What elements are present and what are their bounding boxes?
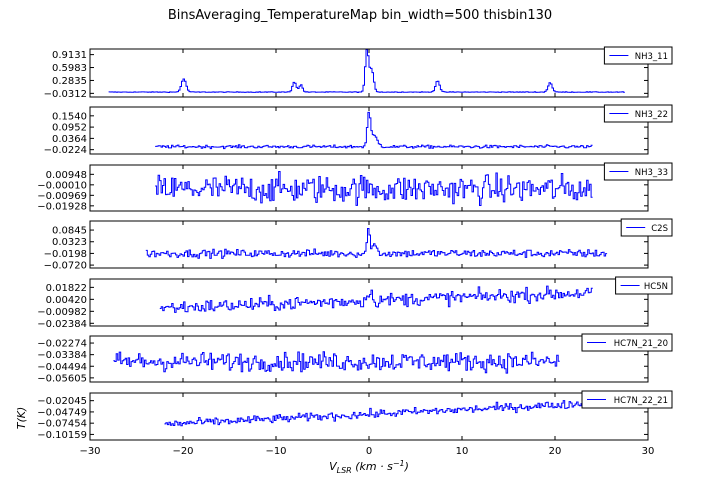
- y-tick-label: 0.0952: [52, 123, 87, 134]
- series-line-HC7N_22_21: [164, 400, 584, 427]
- y-tick-label: −0.02274: [37, 339, 87, 350]
- x-axis-label-exp: −1: [393, 459, 405, 468]
- legend-label: HC7N_21_20: [614, 339, 668, 349]
- y-tick-label: −0.00982: [37, 307, 87, 318]
- legend-label: NH3_33: [635, 168, 668, 178]
- legend-box: [581, 333, 673, 352]
- x-tick-label: 30: [642, 446, 655, 457]
- y-tick-label: −0.04494: [37, 362, 87, 373]
- x-axis-label-sub: LSR: [337, 466, 352, 475]
- y-tick-label: −0.10159: [37, 430, 87, 441]
- legend-label: HC5N: [644, 282, 668, 292]
- y-tick-label: −0.00010: [37, 180, 87, 191]
- x-tick-label: 20: [549, 446, 562, 457]
- panels: 0.91310.59830.2835−0.0312NH3_110.15400.0…: [37, 46, 673, 457]
- y-tick-label: −0.0224: [44, 145, 87, 156]
- y-tick-label: −0.02045: [37, 396, 87, 407]
- x-tick-label: −10: [265, 446, 286, 457]
- y-tick-label: 0.9131: [52, 50, 87, 61]
- y-tick-label: 0.2835: [52, 76, 87, 87]
- y-tick-label: −0.03384: [37, 350, 87, 361]
- x-axis-label-close: ): [404, 460, 409, 473]
- y-tick-label: −0.01928: [37, 201, 87, 212]
- series-line-NH3_22: [155, 111, 593, 150]
- x-tick-label: −20: [172, 446, 193, 457]
- y-tick-label: −0.00969: [37, 191, 87, 202]
- y-tick-label: 0.0323: [52, 237, 87, 248]
- legend-label: NH3_22: [635, 110, 668, 120]
- legend-box: [581, 390, 673, 409]
- y-tick-label: 0.00948: [46, 170, 87, 181]
- x-tick-label: 10: [456, 446, 469, 457]
- y-tick-label: 0.00420: [46, 295, 87, 306]
- series-line-HC5N: [159, 285, 593, 313]
- legend-label: C2S: [651, 224, 668, 234]
- y-tick-label: −0.0198: [44, 249, 87, 260]
- x-tick-label: −30: [79, 446, 100, 457]
- legend-box: [603, 46, 673, 65]
- y-tick-label: −0.02384: [37, 319, 87, 330]
- legend-label: HC7N_22_21: [614, 396, 668, 406]
- legend-box: [620, 218, 673, 237]
- axes-frame: [89, 335, 649, 383]
- panel-NH3_33: 0.00948−0.00010−0.00969−0.01928 NH3_33: [37, 162, 673, 212]
- y-tick-label: −0.05605: [37, 373, 87, 384]
- y-tick-label: 0.1540: [52, 111, 87, 122]
- y-tick-label: −0.0720: [44, 261, 87, 272]
- legend-box: [615, 276, 673, 295]
- panel-HC7N_21_20: −0.02274−0.03384−0.04494−0.05605 HC7N_21_…: [37, 333, 673, 384]
- y-tick-label: 0.0845: [52, 226, 87, 237]
- series-line-HC7N_21_20: [113, 351, 560, 374]
- chart-title: BinsAveraging_TemperatureMap bin_width=5…: [167, 8, 553, 23]
- y-tick-label: 0.01822: [46, 283, 87, 294]
- x-axis-label-units: (km · s: [352, 460, 393, 473]
- x-axis-label: VLSR (km · s−1): [329, 459, 409, 475]
- legend-label: NH3_11: [635, 52, 668, 62]
- y-tick-label: −0.07454: [37, 419, 87, 430]
- y-tick-label: 0.5983: [52, 63, 87, 74]
- y-tick-label: −0.04749: [37, 407, 87, 418]
- y-tick-label: 0.0364: [52, 134, 87, 145]
- legend-box: [603, 104, 673, 123]
- x-tick-label: 0: [366, 446, 372, 457]
- y-tick-label: −0.0312: [44, 89, 87, 100]
- legend-box: [603, 162, 673, 181]
- panel-HC7N_22_21: −0.02045−0.04749−0.07454−0.10159 −30 −20 −1…: [37, 390, 673, 457]
- series-line-C2S: [145, 228, 608, 259]
- axes-frame: [89, 278, 649, 327]
- series-line-NH3_11: [108, 49, 625, 93]
- panel-NH3_11: 0.9131 0.5983 0.2835 −0.0312 NH3_11: [44, 46, 673, 100]
- x-axis-label-v: V: [329, 460, 338, 473]
- y-axis-label: T(K): [15, 407, 28, 430]
- series-line-NH3_33: [155, 171, 593, 206]
